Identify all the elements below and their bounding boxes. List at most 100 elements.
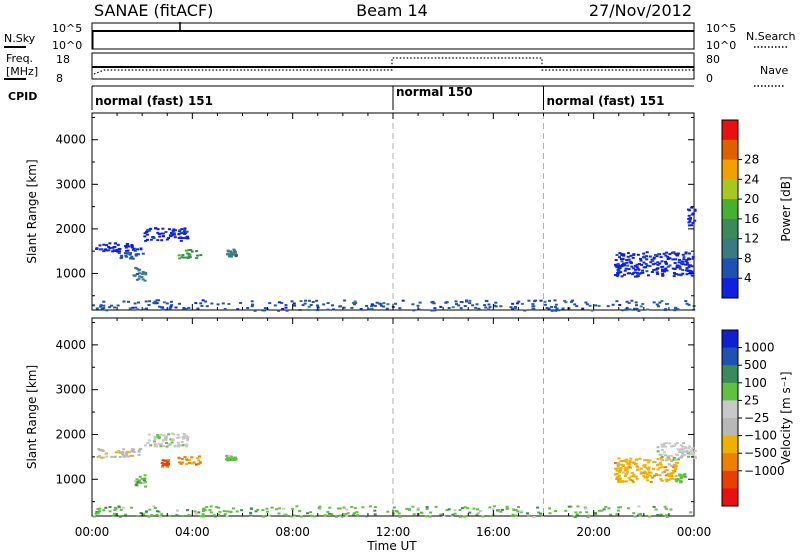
data-cell xyxy=(475,303,479,306)
data-cell xyxy=(537,511,541,514)
cpid-label: CPID xyxy=(8,90,37,103)
data-cell xyxy=(139,247,143,250)
data-cell xyxy=(668,253,672,255)
data-cell xyxy=(685,259,689,262)
freq-label-1: Freq. xyxy=(6,52,33,65)
data-cell xyxy=(693,209,697,212)
data-cell xyxy=(633,307,636,310)
data-cell xyxy=(687,303,691,306)
data-cell xyxy=(342,506,346,509)
data-cell xyxy=(336,507,340,510)
data-cell xyxy=(681,253,685,256)
data-cell xyxy=(107,249,111,252)
data-cell xyxy=(171,438,175,441)
scatter-feature xyxy=(95,242,143,253)
data-cell xyxy=(629,457,633,460)
data-cell xyxy=(102,243,106,246)
data-cell xyxy=(622,460,626,462)
data-cell xyxy=(225,454,229,457)
data-cell xyxy=(198,461,202,464)
data-cell xyxy=(153,300,157,303)
data-cell xyxy=(684,251,688,254)
data-cell xyxy=(660,443,664,446)
data-cell xyxy=(159,445,163,448)
data-cell xyxy=(124,254,128,257)
data-cell xyxy=(616,509,620,512)
data-cell xyxy=(627,258,631,261)
data-cell xyxy=(165,461,169,464)
data-cell xyxy=(665,251,669,254)
data-cell xyxy=(311,301,315,303)
data-cell xyxy=(677,273,681,276)
data-cell xyxy=(104,248,108,251)
data-cell xyxy=(223,308,227,311)
data-cell xyxy=(690,224,694,227)
data-cell xyxy=(642,464,646,467)
data-cell xyxy=(102,250,106,253)
data-cell xyxy=(628,308,632,311)
data-cell xyxy=(665,469,669,471)
data-cell xyxy=(554,306,557,309)
scatter-feature xyxy=(613,251,695,278)
data-cell xyxy=(127,300,130,303)
data-cell xyxy=(166,465,170,468)
data-cell xyxy=(689,450,693,453)
beam-title: Beam 14 xyxy=(356,1,428,20)
data-cell xyxy=(663,442,666,445)
data-cell xyxy=(192,461,196,464)
data-cell xyxy=(254,510,258,513)
data-cell xyxy=(554,510,557,513)
data-cell xyxy=(645,459,649,462)
colorbar-swatch xyxy=(722,159,738,180)
data-cell xyxy=(671,267,675,270)
data-cell xyxy=(619,258,623,260)
scatter-feature xyxy=(132,266,148,282)
data-cell xyxy=(298,510,302,513)
data-cell xyxy=(632,512,636,515)
data-cell xyxy=(606,305,610,308)
data-cell xyxy=(130,255,134,258)
data-cell xyxy=(190,462,194,465)
data-cell xyxy=(197,511,201,514)
data-cell xyxy=(637,309,641,312)
data-cell xyxy=(649,471,653,474)
data-cell xyxy=(126,455,130,458)
data-cell xyxy=(689,511,693,514)
data-cell xyxy=(139,448,143,450)
data-cell xyxy=(624,473,628,476)
freq-tick-bottom: 8 xyxy=(56,72,63,85)
data-cell xyxy=(643,476,647,479)
data-cell xyxy=(619,460,623,463)
date-title: 27/Nov/2012 xyxy=(589,1,692,20)
data-cell xyxy=(373,304,377,307)
data-cell xyxy=(673,307,677,310)
data-cell xyxy=(617,474,621,477)
data-cell xyxy=(147,304,151,306)
data-cell xyxy=(184,256,188,259)
data-cell xyxy=(492,505,496,508)
data-cell xyxy=(625,470,629,473)
data-cell xyxy=(343,299,347,302)
data-cell xyxy=(660,260,664,263)
data-cell xyxy=(227,456,231,459)
data-cell xyxy=(512,507,516,510)
data-cell xyxy=(638,514,642,517)
data-cell xyxy=(614,462,617,464)
data-cell xyxy=(627,268,631,271)
data-cell xyxy=(188,253,192,256)
data-cell xyxy=(633,264,637,267)
data-cell xyxy=(663,270,666,273)
data-cell xyxy=(158,515,162,518)
data-cell xyxy=(134,266,138,269)
data-cell xyxy=(620,260,624,263)
data-cell xyxy=(119,257,123,260)
data-cell xyxy=(156,239,160,242)
data-cell xyxy=(136,248,139,251)
data-cell xyxy=(183,229,187,232)
data-cell xyxy=(618,477,622,480)
data-cell xyxy=(114,451,118,454)
data-cell xyxy=(622,254,626,257)
data-cell xyxy=(484,306,488,309)
data-cell xyxy=(158,443,162,446)
data-cell xyxy=(641,303,645,305)
